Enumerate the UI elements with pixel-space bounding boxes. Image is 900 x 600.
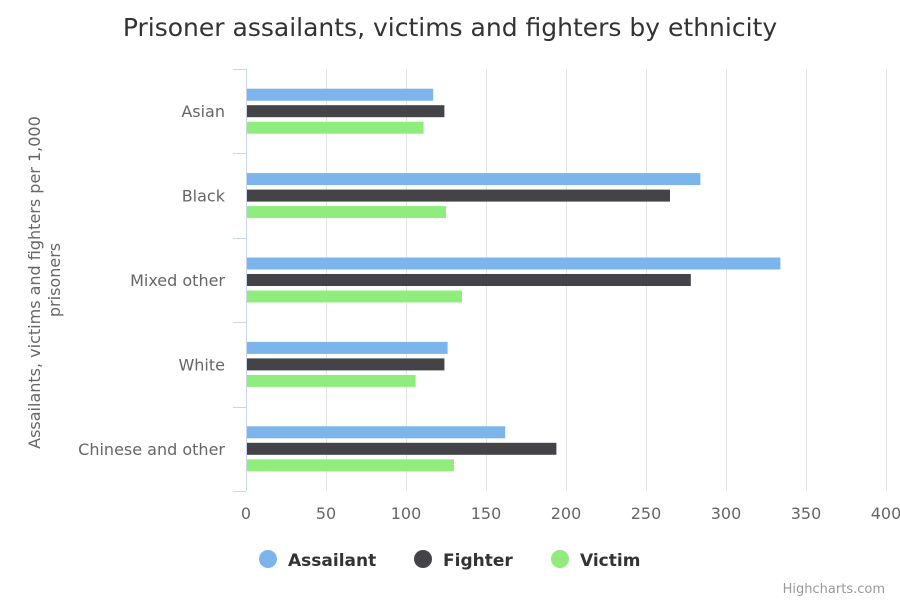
y-axis-title-line-1: Assailants, victims and fighters per 1,0… xyxy=(25,116,44,449)
credits-link[interactable]: Highcharts.com xyxy=(783,582,885,597)
legend: Assailant Fighter Victim xyxy=(259,550,640,571)
legend-label-assailant: Assailant xyxy=(288,551,376,571)
bar-assailant-asian[interactable] xyxy=(247,88,434,101)
legend-marker-victim xyxy=(551,550,569,568)
bar-assailant-white[interactable] xyxy=(247,341,448,354)
bar-fighter-chinese-and-other[interactable] xyxy=(247,442,557,455)
bar-assailant-chinese-and-other[interactable] xyxy=(247,426,506,439)
y-category-label-chinese-and-other: Chinese and other xyxy=(78,440,225,459)
legend-label-fighter: Fighter xyxy=(443,551,513,571)
y-category-label-mixed-other: Mixed other xyxy=(130,271,225,290)
legend-item-fighter[interactable]: Fighter xyxy=(414,550,513,571)
x-tick-label-250: 250 xyxy=(631,504,662,523)
x-tick-label-0: 0 xyxy=(241,504,251,523)
legend-label-victim: Victim xyxy=(580,551,640,571)
y-category-label-white: White xyxy=(178,355,225,374)
x-tick-label-300: 300 xyxy=(711,504,742,523)
chart-title: Prisoner assailants, victims and fighter… xyxy=(123,13,777,42)
x-tick-label-50: 50 xyxy=(316,504,336,523)
x-tick-label-100: 100 xyxy=(391,504,422,523)
bar-victim-asian[interactable] xyxy=(247,121,424,134)
x-tick-label-150: 150 xyxy=(471,504,502,523)
legend-item-victim[interactable]: Victim xyxy=(551,550,640,571)
bar-fighter-white[interactable] xyxy=(247,358,445,371)
bar-fighter-asian[interactable] xyxy=(247,105,445,118)
legend-marker-assailant xyxy=(259,550,277,568)
y-axis-title-line-2: prisoners xyxy=(45,243,64,317)
bar-assailant-black[interactable] xyxy=(247,173,701,186)
x-tick-label-200: 200 xyxy=(551,504,582,523)
bar-victim-mixed-other[interactable] xyxy=(247,290,462,303)
bar-fighter-black[interactable] xyxy=(247,189,670,202)
x-axis-labels: 0 50 100 150 200 250 300 350 400 xyxy=(241,504,900,523)
bar-fighter-mixed-other[interactable] xyxy=(247,274,691,286)
legend-item-assailant[interactable]: Assailant xyxy=(259,550,376,571)
x-tick-label-400: 400 xyxy=(871,504,900,523)
bar-victim-chinese-and-other[interactable] xyxy=(247,459,454,472)
x-tick-label-350: 350 xyxy=(791,504,822,523)
y-category-label-asian: Asian xyxy=(181,102,225,121)
legend-marker-fighter xyxy=(414,550,432,568)
y-axis-title: Assailants, victims and fighters per 1,0… xyxy=(25,111,64,449)
bar-assailant-mixed-other[interactable] xyxy=(247,257,781,270)
y-axis: Asian Black Mixed other White Chinese and ot… xyxy=(78,69,247,492)
bar-victim-white[interactable] xyxy=(247,374,416,387)
plot-bars xyxy=(247,88,781,472)
y-category-label-black: Black xyxy=(182,187,226,206)
bar-victim-black[interactable] xyxy=(247,206,446,219)
